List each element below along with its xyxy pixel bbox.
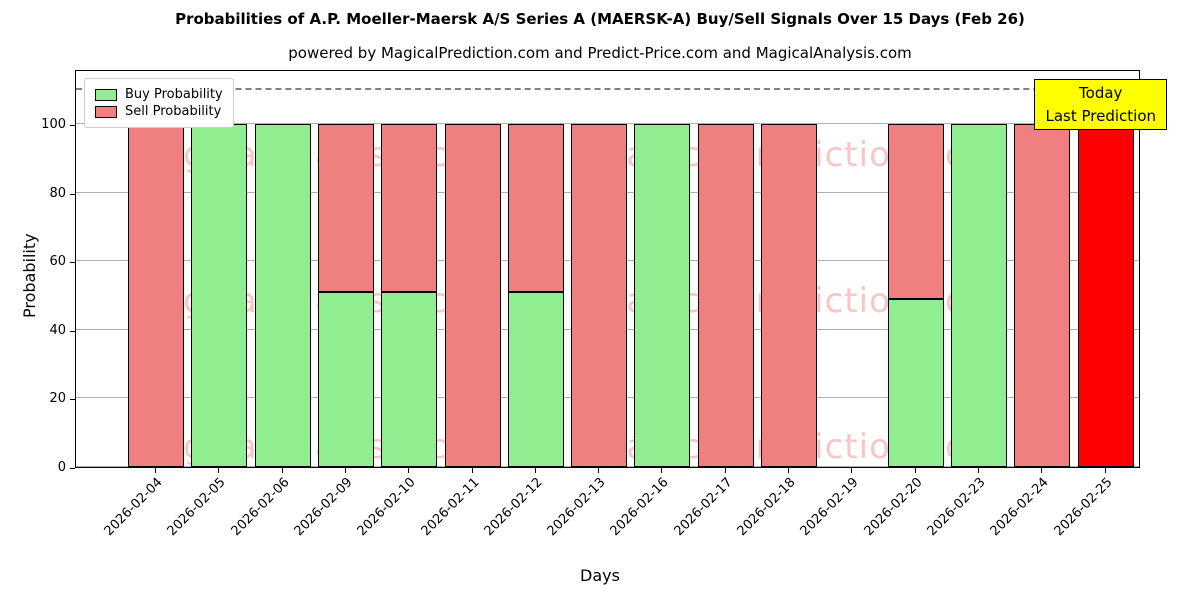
today-annotation-line2: Last Prediction [1045, 106, 1156, 125]
bar-buy-2026-02-23 [950, 123, 1007, 467]
chart-title: Probabilities of A.P. Moeller-Maersk A/S… [175, 10, 1025, 28]
legend-swatch-buy [95, 88, 117, 101]
ytick-mark [70, 124, 75, 126]
xtick-mark [977, 468, 979, 473]
ytick-label-40: 40 [49, 322, 66, 338]
xtick-mark [1041, 468, 1043, 473]
ytick-label-100: 100 [41, 116, 66, 132]
bar-sell-2026-02-10 [381, 123, 438, 293]
legend-swatch-sell [95, 105, 117, 118]
bar-sell-2026-02-11 [444, 123, 501, 467]
xtick-mark [661, 468, 663, 473]
xtick-mark [155, 468, 156, 473]
x-axis-label: Days [580, 566, 620, 585]
plot-area: Buy Probability Sell Probability Today L… [75, 70, 1167, 468]
ytick-label-60: 60 [49, 254, 66, 270]
threshold-dashed-line [76, 87, 1139, 90]
legend: Buy Probability Sell Probability [84, 78, 234, 128]
xtick-mark [281, 468, 283, 473]
gridline-100 [76, 122, 1139, 124]
xtick-mark [914, 468, 916, 473]
xtick-mark [534, 468, 536, 473]
ytick-mark [70, 193, 75, 195]
bar-buy-2026-02-20 [887, 298, 944, 467]
xtick-mark [788, 468, 789, 473]
ytick-mark [70, 262, 75, 264]
bar-buy-2026-02-12 [507, 292, 564, 467]
bar-sell-2026-02-04 [128, 123, 184, 467]
bar-sell-2026-02-18 [761, 123, 817, 467]
xtick-mark [1104, 468, 1106, 473]
xtick-mark [851, 468, 853, 473]
legend-item-sell: Sell Probability [95, 104, 223, 119]
xtick-mark [724, 468, 726, 473]
ytick-mark [70, 468, 75, 469]
ytick-label-20: 20 [49, 391, 66, 407]
ytick-mark [70, 399, 75, 401]
y-axis-label: Probability [20, 233, 39, 318]
xtick-mark [598, 468, 600, 473]
ytick-label-0: 0 [57, 460, 66, 475]
chart-subtitle: powered by MagicalPrediction.com and Pre… [288, 44, 912, 62]
bar-buy-2026-02-10 [381, 292, 438, 467]
today-annotation: Today Last Prediction [1034, 79, 1167, 130]
xtick-mark [344, 468, 346, 473]
bar-buy-2026-02-09 [317, 292, 374, 467]
bar-sell-2026-02-17 [697, 123, 754, 467]
bar-sell-2026-02-12 [507, 123, 564, 293]
legend-item-buy: Buy Probability [95, 87, 223, 102]
bar-buy-2026-02-06 [254, 123, 311, 467]
bar-today-2026-02-25 [1077, 123, 1134, 467]
legend-label-sell: Sell Probability [125, 104, 222, 119]
ytick-mark [70, 330, 75, 332]
xtick-mark [471, 468, 473, 473]
xtick-mark [408, 468, 410, 473]
bar-sell-2026-02-09 [317, 123, 374, 293]
legend-label-buy: Buy Probability [125, 87, 223, 102]
bar-sell-2026-02-13 [571, 123, 628, 467]
bar-buy-2026-02-16 [634, 123, 691, 467]
xtick-mark [218, 468, 220, 473]
bar-buy-2026-02-05 [191, 123, 248, 467]
ytick-label-80: 80 [49, 185, 66, 201]
today-annotation-line1: Today [1079, 84, 1123, 102]
bar-sell-2026-02-24 [1014, 123, 1071, 467]
bar-sell-2026-02-20 [887, 123, 944, 299]
